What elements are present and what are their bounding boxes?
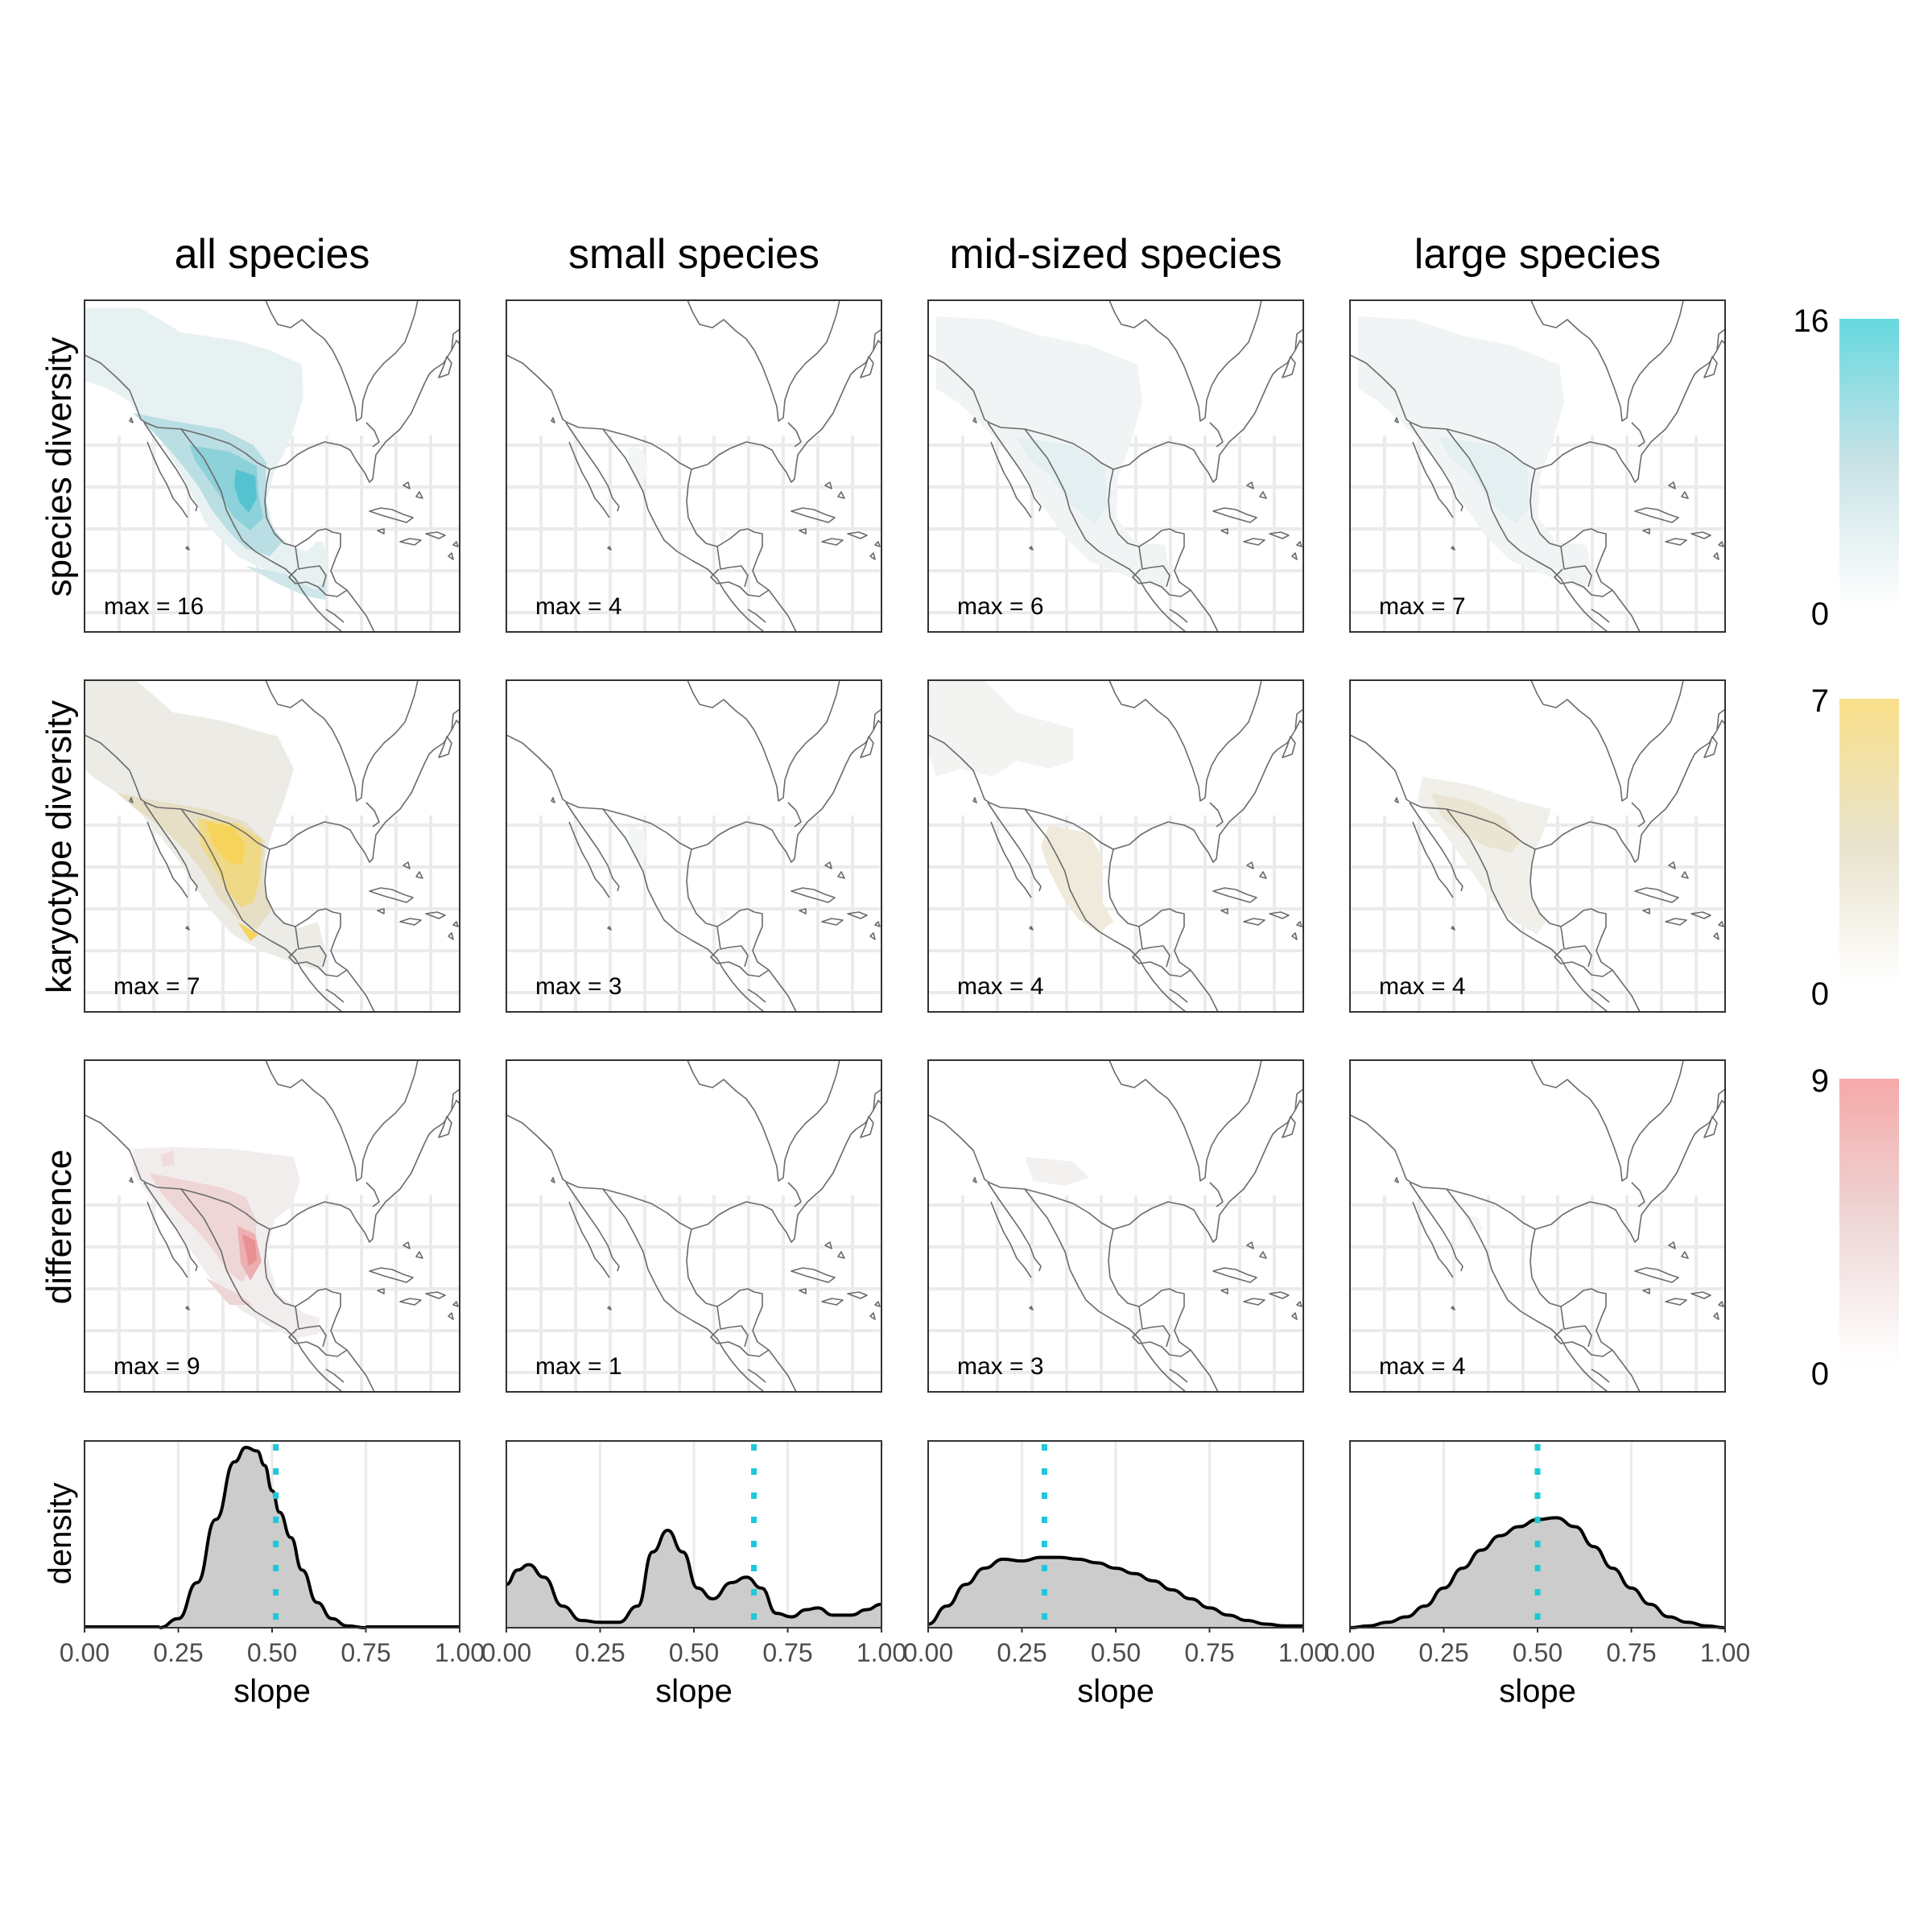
legend-karyotype: 7 0: [1811, 683, 1899, 1012]
density-axis-label: density: [43, 1483, 78, 1585]
density-panel-1: 0.00 0.25 0.50 0.75 1.00 slope: [481, 1441, 906, 1709]
map-difference-large: max = 4: [1350, 1060, 1725, 1392]
column-titles: all species small species mid-sized spec…: [175, 231, 1662, 278]
x-tick-label: 1.00: [1700, 1638, 1750, 1667]
x-tick-label: 1.00: [1278, 1638, 1328, 1667]
max-label: max = 16: [104, 593, 204, 620]
x-tick-label: 0.00: [903, 1638, 953, 1667]
max-label: max = 4: [957, 973, 1044, 1000]
row-title-species: species diversity: [39, 337, 79, 597]
column-title-all: all species: [175, 231, 370, 278]
x-tick-label: 0.75: [341, 1638, 390, 1667]
max-label: max = 3: [957, 1353, 1044, 1380]
x-tick-label: 1.00: [857, 1638, 906, 1667]
legend-max: 9: [1811, 1063, 1829, 1099]
density-panels: 0.00 0.25 0.50 0.75 1.00 slope 0.00 0.25 0.50 0.7…: [60, 1441, 1750, 1709]
x-tick-label: 0.50: [669, 1638, 719, 1667]
max-label: max = 4: [1379, 1353, 1466, 1380]
x-tick-label: 0.00: [1325, 1638, 1375, 1667]
map-species-small: max = 4: [506, 300, 881, 632]
row-title-difference: difference: [39, 1150, 79, 1304]
x-tick-label: 0.75: [1606, 1638, 1656, 1667]
map-karyotype-all: max = 7: [85, 680, 460, 1012]
legend-max: 7: [1811, 683, 1829, 719]
map-karyotype-small: max = 3: [506, 680, 881, 1012]
max-label: max = 4: [535, 593, 622, 620]
legend-bar: [1839, 699, 1899, 985]
density-panel-2: 0.00 0.25 0.50 0.75 1.00 slope: [903, 1441, 1328, 1709]
legend-min: 0: [1811, 1356, 1829, 1392]
legend-bar: [1839, 319, 1899, 605]
max-label: max = 3: [535, 973, 622, 1000]
map-species-all: max = 16: [85, 300, 460, 632]
x-tick-label: 0.75: [762, 1638, 812, 1667]
x-tick-label: 1.00: [435, 1638, 485, 1667]
max-label: max = 7: [1379, 593, 1466, 620]
density-panel-3: 0.00 0.25 0.50 0.75 1.00 slope: [1325, 1441, 1750, 1709]
map-difference-small: max = 1: [506, 1060, 881, 1392]
map-karyotype-large: max = 4: [1350, 680, 1725, 1012]
x-axis-label: slope: [233, 1674, 311, 1709]
x-axis-label: slope: [1499, 1674, 1576, 1709]
legend-bar: [1839, 1079, 1899, 1365]
map-difference-mid: max = 3: [928, 1060, 1303, 1392]
max-label: max = 9: [114, 1353, 200, 1380]
x-tick-label: 0.25: [997, 1638, 1046, 1667]
x-tick-label: 0.25: [575, 1638, 625, 1667]
legend-difference: 9 0: [1811, 1063, 1899, 1392]
x-tick-label: 0.50: [1513, 1638, 1563, 1667]
row-titles: species diversity karyotype diversity di…: [39, 337, 79, 1305]
x-tick-label: 0.50: [247, 1638, 297, 1667]
legend-min: 0: [1811, 597, 1829, 632]
column-title-large: large species: [1414, 231, 1661, 278]
x-tick-label: 0.75: [1184, 1638, 1234, 1667]
column-title-mid: mid-sized species: [949, 231, 1282, 278]
x-tick-label: 0.00: [60, 1638, 109, 1667]
map-species-large: max = 7: [1350, 300, 1725, 632]
max-label: max = 1: [535, 1353, 622, 1380]
column-title-small: small species: [568, 231, 819, 278]
legend-min: 0: [1811, 976, 1829, 1012]
max-label: max = 6: [957, 593, 1044, 620]
x-tick-label: 0.50: [1091, 1638, 1141, 1667]
density-area: [1350, 1517, 1725, 1628]
x-tick-label: 0.00: [481, 1638, 531, 1667]
legend-max: 16: [1794, 303, 1830, 339]
map-species-mid: max = 6: [928, 300, 1303, 632]
max-label: max = 7: [114, 973, 200, 1000]
max-label: max = 4: [1379, 973, 1466, 1000]
x-tick-label: 0.25: [1418, 1638, 1468, 1667]
map-difference-all: max = 9: [85, 1060, 460, 1392]
map-karyotype-mid: max = 4: [928, 680, 1303, 1012]
density-panel-0: 0.00 0.25 0.50 0.75 1.00 slope: [60, 1441, 485, 1709]
x-axis-label: slope: [655, 1674, 733, 1709]
legend-species: 16 0: [1794, 303, 1900, 632]
row-title-karyotype: karyotype diversity: [39, 700, 79, 993]
density-area: [159, 1447, 365, 1628]
x-axis-label: slope: [1077, 1674, 1154, 1709]
x-tick-label: 0.25: [153, 1638, 203, 1667]
